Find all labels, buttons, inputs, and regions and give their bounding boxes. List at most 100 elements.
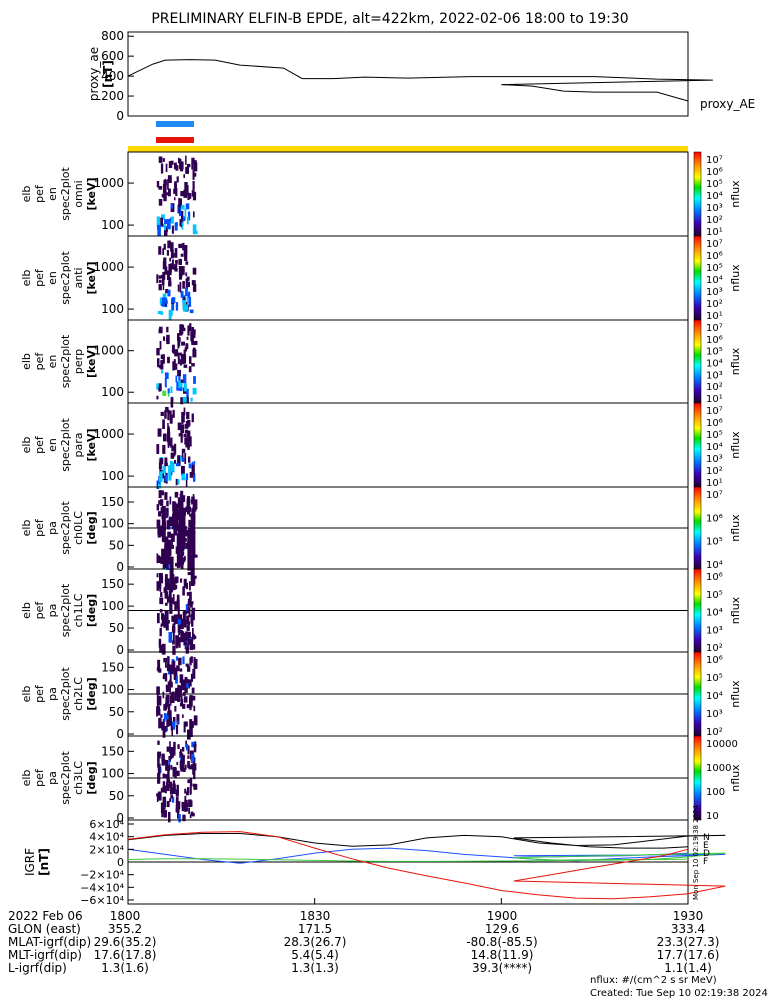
proxy-ae-line	[127, 59, 713, 102]
spectrogram-cell	[179, 668, 183, 672]
spectrogram-cell	[164, 586, 168, 590]
spectrogram-cell	[181, 411, 185, 423]
spectrogram-cell	[170, 452, 175, 459]
footer-cell: 355.2	[108, 922, 142, 936]
spectrogram-cell	[184, 686, 187, 690]
footer-cell: 1.3(1.6)	[101, 961, 149, 975]
spectrogram-cell	[191, 341, 196, 346]
spectrogram-cell	[184, 721, 188, 727]
spectrogram-cell	[164, 578, 168, 589]
spectrogram-cell	[182, 216, 186, 221]
spectrogram-cell	[178, 637, 181, 648]
panel-ylabel: elb	[20, 602, 33, 619]
spectrogram-cell	[161, 370, 164, 374]
spectrogram-cell	[167, 711, 171, 716]
spectrogram-cell	[164, 372, 169, 377]
spectrogram-cell	[158, 186, 163, 190]
spectrogram-cell	[169, 673, 172, 683]
igrf-series	[127, 831, 726, 900]
spectrogram-cell	[160, 411, 164, 416]
spectrogram-cell	[163, 243, 166, 250]
spectrogram-cell	[178, 198, 182, 208]
spectrogram-cell	[177, 355, 180, 365]
spectrogram-cell	[158, 490, 162, 499]
spectrogram-cell	[166, 684, 169, 693]
panel-ylabel: en	[46, 355, 59, 369]
spectrogram-cell	[180, 631, 185, 643]
spectrogram-cell	[167, 769, 170, 780]
spectrogram-cell	[183, 578, 187, 588]
ytick-label: 100	[101, 599, 124, 613]
colorbar-gradient	[693, 486, 702, 570]
figure-title: PRELIMINARY ELFIN-B EPDE, alt=422km, 202…	[151, 11, 628, 27]
spectrogram-cell	[185, 740, 188, 748]
spectrogram-cell	[168, 811, 171, 823]
spectrogram-cell	[191, 337, 194, 344]
spectrogram-cell	[187, 192, 190, 200]
panel-ch3: 150 100 50 0 elb pef pa spec2plot ch3LC [deg]	[20, 735, 689, 825]
spectrogram-cell	[162, 158, 165, 162]
footer-cell: 1830	[300, 909, 331, 923]
spectrogram-cell	[189, 778, 193, 786]
ytick-label: 150	[101, 495, 124, 509]
spectrogram-cell	[187, 598, 192, 607]
spectrogram-cell	[180, 379, 184, 383]
spectrogram-cell	[158, 638, 161, 646]
spectrogram-cell	[190, 811, 194, 816]
colorbar-tick-label: 10⁵	[706, 179, 723, 190]
spectrogram-cell	[158, 275, 162, 279]
panel-ylabel: spec2plot	[59, 501, 72, 555]
spectrogram-cell	[189, 787, 192, 795]
ytick-label: 100	[101, 302, 124, 316]
panel-ylabel: spec2plot	[59, 251, 72, 305]
spectrogram-cell	[158, 719, 161, 729]
spectrogram-cell	[182, 281, 185, 289]
spectrogram-cell	[190, 499, 194, 503]
spectrogram-cell	[185, 278, 188, 285]
panel-ylabel: spec2plot	[59, 583, 72, 637]
spectrogram-cell	[174, 584, 178, 590]
spectrogram-cell	[187, 536, 192, 571]
spectrogram-cell	[174, 460, 177, 464]
spectrogram-cell	[162, 465, 166, 474]
spectrogram-cell	[160, 274, 165, 279]
footer-row-label: MLT-igrf(dip)	[8, 948, 82, 962]
spectrogram-cell	[174, 349, 179, 357]
spectrogram-cell	[186, 744, 189, 751]
panel-ylabel: pef	[33, 768, 46, 787]
colorbar-gradient	[693, 402, 702, 488]
spectrogram-cell	[172, 696, 175, 703]
spectrogram-cell	[180, 578, 183, 583]
spectrogram-cell	[176, 690, 180, 701]
colorbar-tick-label: 10⁴	[706, 560, 723, 571]
spectrogram-cell	[165, 163, 168, 172]
spectrogram-cell	[167, 240, 171, 249]
spectrogram-cell	[185, 663, 189, 667]
spectrogram-cell	[180, 455, 184, 462]
spectrogram-cell	[191, 530, 196, 557]
spectrogram-cell	[179, 219, 184, 227]
science-zone-blue-bar	[156, 121, 194, 127]
spectrogram-cell	[191, 741, 195, 748]
spectrogram-cell	[175, 675, 178, 684]
spectrogram-cell	[161, 278, 165, 286]
spectrogram-cell	[188, 506, 192, 513]
spectrogram-cell	[168, 756, 171, 762]
spectrogram-cell	[176, 598, 179, 606]
spectrogram-cell	[169, 414, 173, 424]
panel-ylabel: pef	[33, 601, 46, 620]
spectrogram-cell	[177, 369, 181, 377]
spectrogram-cell	[164, 266, 168, 275]
spectrogram-cell	[186, 411, 190, 420]
spectrogram-cell	[164, 774, 168, 778]
colorbar-tick-label: 10¹	[706, 394, 723, 405]
spectrogram-cell	[161, 615, 165, 627]
panel-ylabel: elb	[20, 520, 33, 537]
spectrogram-cell	[163, 433, 167, 442]
spectrogram-cell	[174, 705, 177, 712]
colorbar-tick-label: 10	[706, 811, 719, 822]
spectrogram-cell	[169, 695, 172, 706]
spectrogram-cell	[183, 245, 188, 255]
spectrogram-cell	[186, 396, 189, 403]
